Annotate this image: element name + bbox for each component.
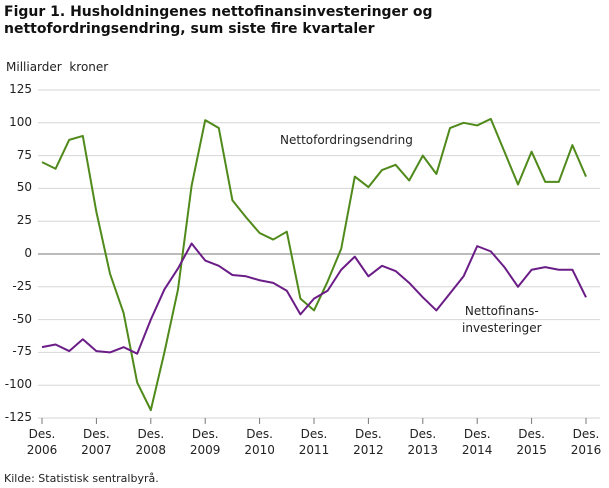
x-tick-label: Des. 2016: [570, 427, 602, 457]
y-tick-label: -75: [12, 344, 32, 359]
y-tick-label: 100: [9, 114, 32, 129]
series-label: Nettofinans- investeringer: [462, 304, 542, 335]
y-tick-label: 50: [16, 180, 32, 195]
x-tick-label: Des. 2008: [135, 427, 167, 457]
x-tick-label: Des. 2012: [353, 427, 384, 457]
x-tick-label: Des. 2006: [26, 427, 58, 457]
x-tick-label: Des. 2009: [189, 427, 221, 457]
x-tick-label: Des. 2007: [81, 427, 112, 457]
x-tick-label: Des. 2015: [516, 427, 547, 457]
x-tick-label: Des. 2011: [298, 427, 330, 457]
y-tick-label: -50: [12, 311, 32, 326]
y-axis-label: Milliarder kroner: [6, 60, 109, 74]
x-tick-label: Des. 2013: [407, 427, 439, 457]
series-line: [41, 117, 587, 412]
y-tick-label: -25: [12, 278, 32, 293]
chart-title: Figur 1. Husholdningenes nettofinansinve…: [4, 4, 433, 37]
source: Kilde: Statistisk sentralbyrå.: [4, 472, 159, 485]
y-tick-label: 125: [9, 82, 32, 96]
y-tick-label: -125: [4, 410, 32, 424]
y-tick-label: 0: [24, 246, 32, 260]
y-tick-label: 25: [16, 213, 32, 228]
y-tick-label: 75: [16, 147, 32, 162]
x-tick-label: Des. 2010: [244, 427, 275, 457]
y-tick-label: -100: [4, 377, 32, 392]
series-line: [41, 242, 587, 355]
series-label: Nettofordringsendring: [280, 133, 413, 147]
x-tick-label: Des. 2014: [461, 427, 493, 457]
